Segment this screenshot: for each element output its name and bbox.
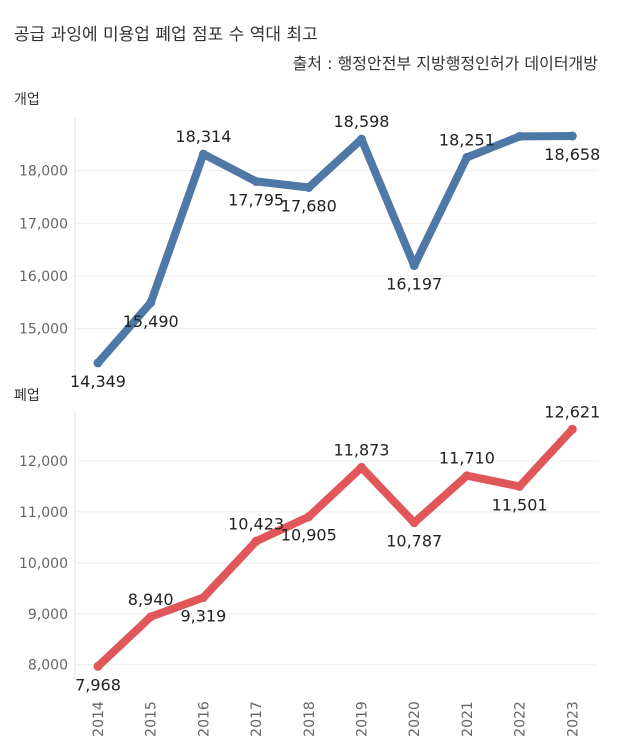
y-tick-label: 12,000	[19, 454, 68, 470]
data-point	[515, 481, 525, 491]
x-tick-label: 2016	[196, 701, 212, 737]
y-tick-label: 18,000	[19, 164, 68, 180]
x-tick-label: 2017	[249, 701, 265, 737]
y-tick-label: 16,000	[19, 269, 68, 285]
chart-title: 공급 과잉에 미용업 폐업 점포 수 역대 최고	[14, 25, 318, 45]
x-tick-label: 2023	[565, 701, 581, 737]
x-tick-label: 2014	[91, 701, 107, 737]
data-label: 18,251	[439, 130, 495, 149]
x-tick-label: 2015	[144, 701, 160, 737]
data-label: 18,598	[334, 112, 390, 131]
data-label: 18,314	[175, 127, 231, 146]
data-label: 15,490	[123, 312, 179, 331]
data-label: 11,710	[439, 449, 495, 468]
data-label: 8,940	[128, 590, 174, 609]
panel-title: 폐업	[14, 388, 40, 404]
data-label: 11,873	[334, 440, 390, 459]
data-point	[93, 661, 103, 671]
x-tick-label: 2019	[355, 701, 371, 737]
x-tick-label: 2020	[407, 701, 423, 737]
y-tick-label: 10,000	[19, 556, 68, 572]
data-point	[409, 261, 419, 271]
data-label: 11,501	[492, 495, 548, 514]
y-tick-label: 8,000	[28, 658, 68, 674]
y-tick-label: 11,000	[19, 505, 68, 521]
data-label: 14,349	[70, 372, 126, 391]
data-label: 17,795	[228, 190, 284, 209]
x-tick-label: 2022	[513, 701, 529, 737]
data-point	[146, 612, 156, 622]
data-label: 9,319	[180, 607, 226, 626]
series-line	[94, 132, 577, 367]
data-point	[515, 131, 525, 141]
data-point	[357, 462, 366, 472]
data-label: 16,197	[386, 275, 442, 294]
panel-title: 개업	[14, 92, 40, 108]
x-tick-label: 2018	[302, 701, 318, 737]
data-point	[357, 134, 366, 144]
data-point	[198, 149, 208, 159]
data-label: 12,621	[544, 402, 600, 421]
series-line	[94, 425, 577, 671]
data-label: 10,905	[281, 526, 337, 545]
data-label: 10,787	[386, 532, 442, 551]
data-point	[567, 424, 577, 434]
data-point	[304, 183, 314, 193]
data-point	[251, 536, 261, 546]
y-tick-label: 17,000	[19, 216, 68, 232]
data-point	[409, 518, 419, 528]
chart-source: 출처 : 행정안전부 지방행정인허가 데이터개방	[292, 54, 598, 73]
y-tick-label: 9,000	[28, 607, 68, 623]
data-point	[251, 176, 261, 186]
data-point	[462, 471, 472, 481]
data-label: 18,658	[544, 145, 600, 164]
x-tick-label: 2021	[460, 701, 476, 737]
data-label: 17,680	[281, 197, 337, 216]
data-point	[304, 512, 314, 522]
data-point	[146, 298, 156, 308]
data-point	[93, 358, 103, 368]
data-point	[462, 152, 472, 162]
data-label: 10,423	[228, 514, 284, 533]
data-label: 7,968	[75, 675, 121, 694]
data-point	[567, 131, 577, 141]
data-point	[198, 593, 208, 603]
y-tick-label: 15,000	[19, 322, 68, 338]
